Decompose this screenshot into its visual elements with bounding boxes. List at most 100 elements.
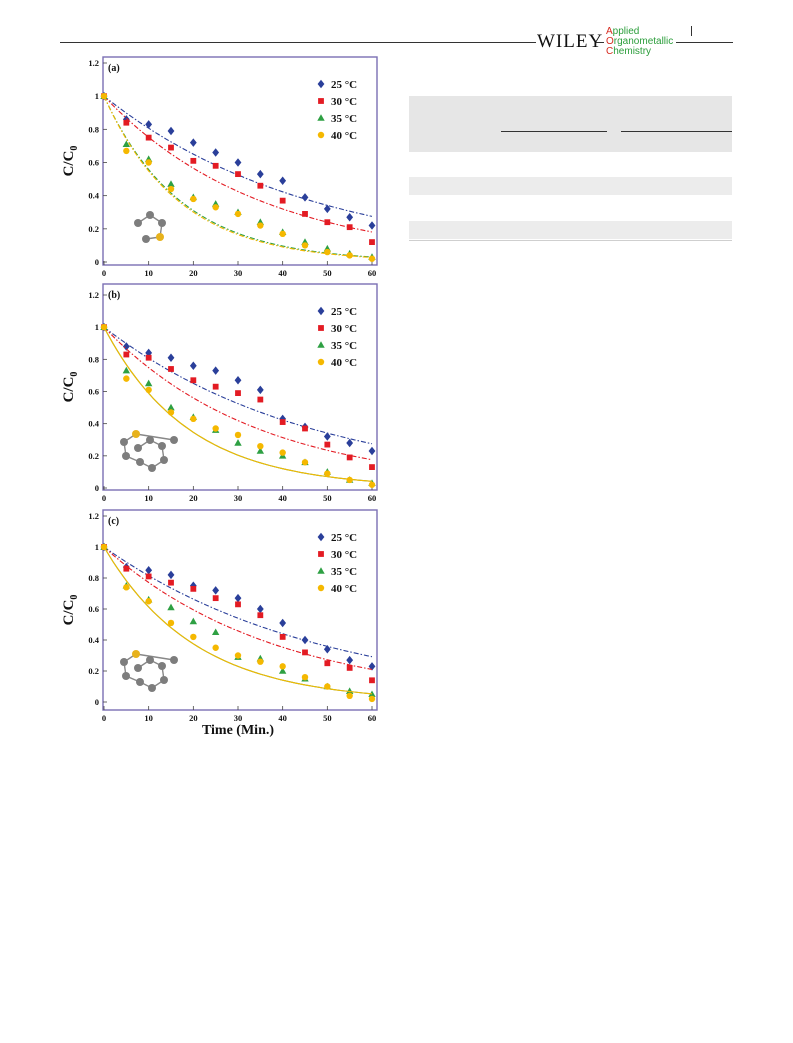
data-point [346,224,353,231]
molecule-atom [158,219,166,227]
data-point [212,366,220,375]
molecule-atom [158,442,166,450]
x-tick-label: 20 [189,493,198,503]
y-tick-label: 0 [95,483,99,493]
data-point [212,586,220,595]
data-point [100,543,108,551]
x-tick-label: 20 [189,268,198,278]
data-point [279,663,286,670]
molecule-atom [146,656,154,664]
x-tick-label: 60 [368,268,377,278]
legend-entry: 40 °C [331,583,357,595]
legend-marker [318,325,324,331]
data-point [279,618,287,628]
y-tick-label: 0.8 [88,573,99,583]
data-point [211,628,220,636]
data-point [123,375,130,382]
data-point [100,323,108,331]
legend-marker [317,532,325,542]
data-point [346,655,354,665]
y-tick-label: 0.8 [88,354,99,364]
data-point [369,239,375,245]
y-tick-label: 0.8 [88,124,99,134]
x-tick-label: 0 [102,713,106,723]
data-point [122,140,131,148]
data-point [168,579,174,586]
data-point [234,593,242,603]
legend-marker [317,79,325,89]
data-point [167,603,175,611]
data-point [279,197,286,204]
molecule-icon [120,650,178,692]
y-tick-label: 1.2 [88,511,99,521]
data-point [368,695,376,703]
molecule-atom [142,235,150,243]
legend-marker [317,114,325,121]
chart-panel-1: 0 0.2 0.4 0.6 0.8 1 1.2 0 10 20 30 40 50 60 C/C0 (a) 25 … [61,56,378,278]
data-point [167,180,175,187]
table-group-rule-1 [501,131,607,132]
data-point [189,361,197,371]
data-point [212,204,219,211]
panel-label: (a) [108,63,120,74]
y-tick-label: 0.4 [88,635,99,645]
y-tick-label: 1 [95,542,99,552]
data-point [167,353,175,362]
y-tick-label: 0.6 [88,387,99,397]
data-point [346,454,353,461]
data-point [302,649,308,656]
data-point [167,185,175,193]
y-tick-label: 0.2 [88,451,99,461]
data-point [257,222,264,229]
molecule-atom [122,672,130,680]
data-point [168,144,174,151]
table-row-band-1 [409,177,732,195]
molecule-icon [134,211,166,243]
data-point [235,171,241,178]
fit-line-2 [103,326,373,461]
data-point [301,459,309,466]
x-tick-label: 40 [278,493,287,503]
chart-panel-3: 0 0.2 0.4 0.6 0.8 1 1.2 0 10 20 30 40 50 60 C/C0 (c) 25 … [61,509,378,723]
data-point [346,476,353,484]
x-tick-label: 60 [368,493,377,503]
journal-line-1: Applied [606,26,640,37]
data-point [212,595,219,602]
data-point [368,481,376,488]
y-tick-label: 0.2 [88,224,99,234]
fit-line-3 [103,95,373,258]
data-point [368,662,376,671]
data-point [257,442,264,450]
data-point [279,449,286,456]
data-point [369,677,375,684]
molecule-atom [122,452,130,460]
data-point [235,601,241,608]
plot-frame [102,509,378,711]
data-point [345,687,354,694]
header-tick [691,26,692,36]
y-tick-label: 1.2 [88,58,99,68]
data-point [167,409,175,416]
data-point [234,431,242,439]
data-point [234,158,242,167]
data-point [190,585,197,592]
legend-entry: 40 °C [331,357,357,369]
legend-marker [317,567,325,574]
y-tick-label: 0 [95,257,99,267]
legend-entry: 35 °C [331,340,357,352]
legend-entry: 35 °C [331,113,357,125]
x-tick-label: 50 [323,493,332,503]
publisher-logo: WILEY [537,31,604,52]
y-tick-label: 0.4 [88,419,99,429]
legend-marker [317,306,325,316]
data-point [257,182,264,189]
data-point [190,415,197,423]
molecule-bond [135,433,175,441]
data-point [324,683,331,690]
y-axis-label: C/C0 [61,146,80,177]
data-point [122,342,130,351]
x-tick-label: 50 [323,713,332,723]
panel-label: (c) [108,516,119,527]
legend-entry: 30 °C [331,323,357,335]
y-tick-label: 1 [95,322,99,332]
